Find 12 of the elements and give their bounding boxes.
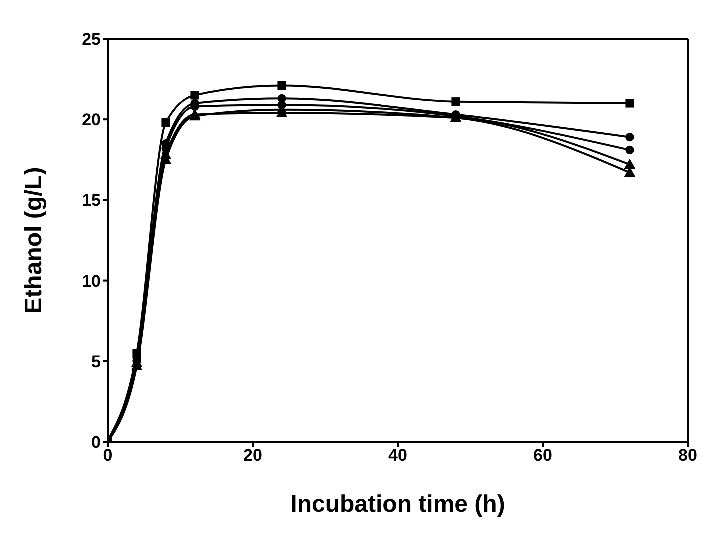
y-axis-title: Ethanol (g/L) [20, 167, 48, 314]
y-tick-label: 5 [92, 352, 101, 372]
x-tick-label: 80 [678, 446, 698, 466]
y-tick-label: 0 [92, 433, 101, 452]
x-tick-label: 20 [244, 446, 262, 466]
y-tick-label: 25 [82, 30, 101, 50]
y-tick-label: 10 [82, 272, 101, 291]
x-tick-label: 40 [388, 446, 408, 466]
y-tick-label: 15 [82, 191, 101, 210]
x-tick-label: 60 [534, 446, 552, 466]
y-tick-label: 20 [82, 110, 101, 130]
x-axis-title: Incubation time (h) [290, 491, 506, 518]
